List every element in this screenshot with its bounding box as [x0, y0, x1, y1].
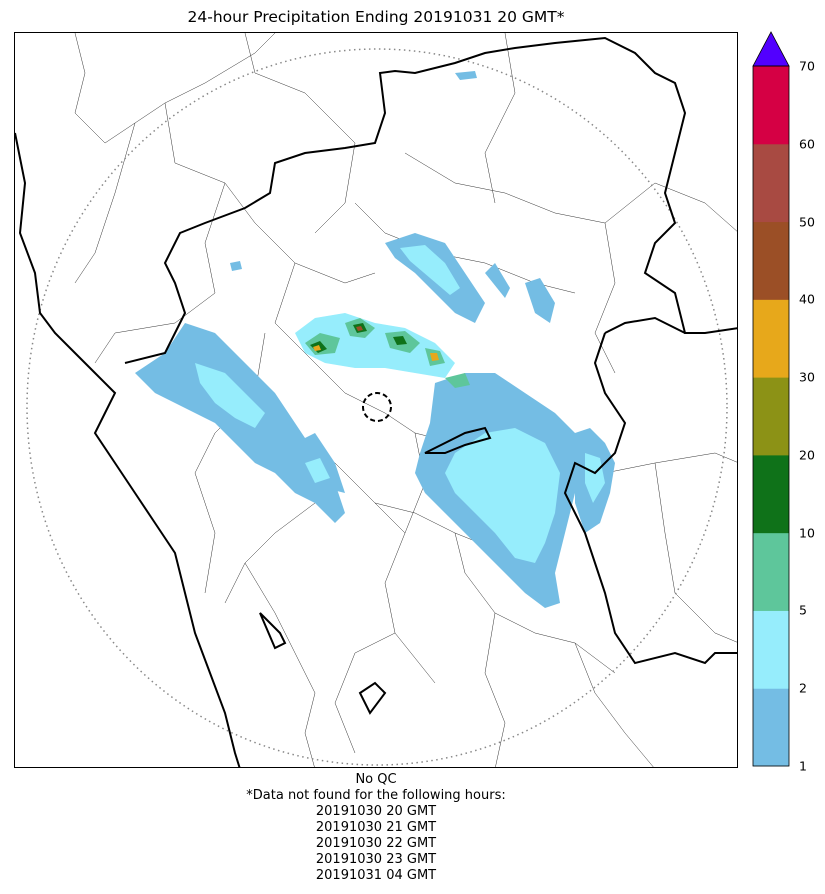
precipitation-colorbar — [752, 31, 790, 767]
colorbar-segment — [753, 377, 789, 456]
colorbar-tick-label: 20 — [799, 447, 815, 463]
qc-note: No QC — [355, 772, 397, 787]
radar-site-marker — [362, 392, 392, 422]
colorbar-tick-label: 30 — [799, 369, 815, 385]
colorbar-extend-arrow — [752, 31, 790, 67]
precipitation-map — [14, 32, 738, 768]
state-boundaries — [15, 36, 737, 767]
colorbar-segment — [753, 532, 789, 611]
colorbar-tick-label: 1 — [799, 758, 807, 774]
missing-hour: 20191031 04 GMT — [315, 868, 437, 883]
colorbar-tick-label: 5 — [799, 602, 807, 618]
radar-range-ring — [26, 48, 728, 766]
missing-hour: 20191030 22 GMT — [315, 836, 437, 851]
colorbar-segment — [753, 66, 789, 145]
colorbar-outline — [752, 65, 790, 767]
missing-hour: 20191030 23 GMT — [315, 852, 437, 867]
colorbar-tick-label: 2 — [799, 680, 807, 696]
missing-hours-header: *Data not found for the following hours: — [246, 788, 506, 803]
colorbar-tick-label: 10 — [799, 525, 815, 541]
missing-hour: 20191030 21 GMT — [315, 820, 437, 835]
precipitation-areas — [135, 71, 615, 608]
colorbar-segment — [753, 221, 789, 300]
colorbar-tick-label: 60 — [799, 136, 815, 152]
map-footer: No QC *Data not found for the following … — [14, 772, 738, 884]
colorbar-tick-label: 50 — [799, 214, 815, 230]
colorbar-segment — [753, 688, 789, 767]
colorbar-tick-label: 40 — [799, 291, 815, 307]
colorbar-tick-label: 70 — [799, 58, 815, 74]
map-title: 24-hour Precipitation Ending 20191031 20… — [187, 8, 565, 26]
colorbar-segment — [753, 454, 789, 534]
colorbar-segment — [753, 610, 789, 689]
colorbar-segment — [753, 143, 789, 223]
colorbar-segment — [753, 299, 789, 378]
missing-hour: 20191030 20 GMT — [315, 804, 437, 819]
